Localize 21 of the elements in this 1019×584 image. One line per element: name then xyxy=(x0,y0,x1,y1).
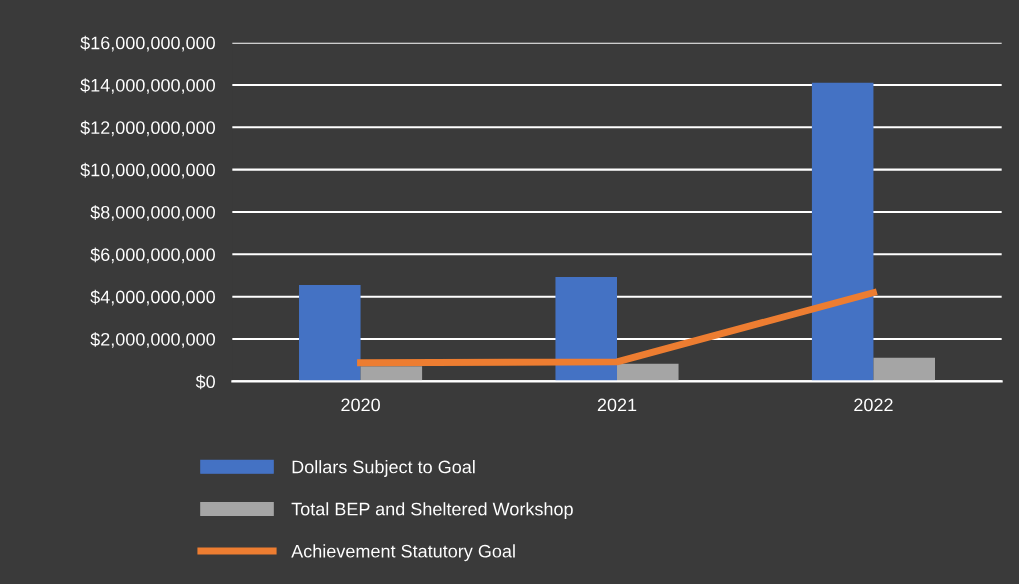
bar xyxy=(873,357,935,382)
bar xyxy=(360,366,423,382)
y-tick-label: $12,000,000,000 xyxy=(80,120,215,137)
y-tick-label: $10,000,000,000 xyxy=(80,162,215,179)
x-tick-label: 2022 xyxy=(854,398,893,412)
x-tick-label: 2021 xyxy=(597,398,637,412)
y-tick-label: $2,000,000,000 xyxy=(90,332,215,348)
y-tick-label: $6,000,000,000 xyxy=(90,247,215,264)
x-tick-label: 2020 xyxy=(341,398,380,412)
bar xyxy=(617,363,679,382)
y-tick-label: $0 xyxy=(195,374,215,390)
legend-label: Achievement Statutory Goal xyxy=(291,544,515,562)
legend-label: Total BEP and Sheltered Workshop xyxy=(291,502,573,520)
y-tick-label: $14,000,000,000 xyxy=(80,78,215,94)
bar xyxy=(811,82,874,382)
bar xyxy=(299,285,361,382)
y-tick-label: $4,000,000,000 xyxy=(90,289,215,306)
y-tick-label: $8,000,000,000 xyxy=(90,205,215,221)
legend-label: Dollars Subject to Goal xyxy=(292,460,475,477)
y-tick-label: $16,000,000,000 xyxy=(80,35,215,52)
bar xyxy=(555,276,617,382)
